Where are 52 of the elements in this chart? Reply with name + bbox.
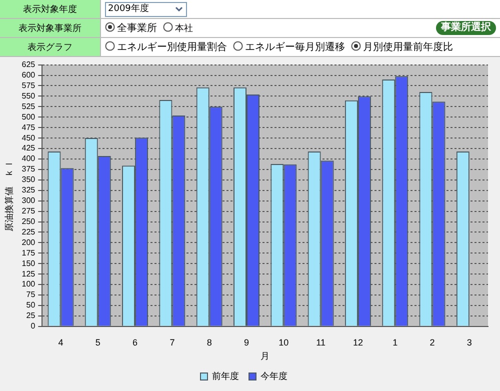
x-tick-label: 5 (95, 337, 100, 348)
text: 月別使用量前年度比 (362, 42, 453, 53)
y-tick-label: 125 (22, 269, 36, 278)
y-tick-label: 575 (22, 80, 36, 90)
dropdown-field: 2009年度 (105, 2, 187, 16)
y-tick-label: 625 (22, 60, 36, 70)
y-axis-title: 原油換算値 ｋｌ (4, 160, 14, 232)
y-tick-label: 450 (22, 133, 36, 142)
y-tick-label: 150 (22, 258, 36, 268)
y-tick-label: 375 (22, 164, 36, 174)
x-tick-label: 2 (430, 337, 435, 348)
legend-label: 今年度 (260, 370, 288, 381)
y-tick-label: 200 (22, 238, 36, 247)
y-tick-label: 25 (26, 311, 36, 320)
text: 表示対象事業所 (0, 18, 100, 38)
text: 全事業所 (116, 23, 157, 34)
y-tick-label: 0 (30, 322, 36, 331)
x-tick-label: 4 (58, 337, 64, 348)
y-tick-label: 550 (22, 91, 36, 100)
x-tick-label: 9 (244, 337, 250, 348)
y-tick-label: 500 (22, 112, 36, 122)
y-tick-label: 225 (22, 227, 36, 236)
x-tick-label: 3 (466, 337, 472, 348)
x-tick-label: 6 (132, 337, 138, 348)
y-tick-label: 50 (26, 300, 36, 310)
text: 本社 (174, 24, 193, 34)
y-tick-label: 425 (22, 144, 36, 153)
x-tick-label: 12 (352, 337, 363, 348)
y-tick-label: 275 (22, 206, 36, 216)
y-tick-label: 400 (22, 154, 36, 164)
x-axis-title: 月 (260, 351, 270, 362)
text: 表示対象年度 (0, 0, 100, 18)
y-tick-label: 250 (22, 216, 36, 226)
y-tick-label: 525 (22, 102, 36, 111)
x-tick-label: 10 (278, 337, 289, 348)
y-tick-label: 350 (22, 175, 36, 184)
text: エネルギー毎月別遷移 (244, 42, 345, 53)
x-tick-label: 1 (392, 337, 398, 348)
legend-label: 前年度 (212, 370, 239, 381)
y-tick-label: 175 (22, 248, 36, 258)
y-tick-label: 600 (22, 70, 36, 80)
y-tick-label: 100 (22, 280, 36, 289)
y-tick-label: 75 (26, 290, 36, 300)
x-tick-label: 8 (206, 337, 212, 348)
x-tick-label: 7 (170, 337, 175, 348)
y-tick-label: 300 (22, 196, 36, 206)
text: 表示グラフ (0, 38, 100, 56)
text: 事業所選択 (436, 21, 496, 35)
x-tick-label: 11 (316, 337, 326, 348)
text: エネルギー別使用量割合 (116, 42, 227, 53)
y-tick-label: 325 (22, 186, 36, 195)
y-tick-label: 475 (22, 122, 36, 132)
